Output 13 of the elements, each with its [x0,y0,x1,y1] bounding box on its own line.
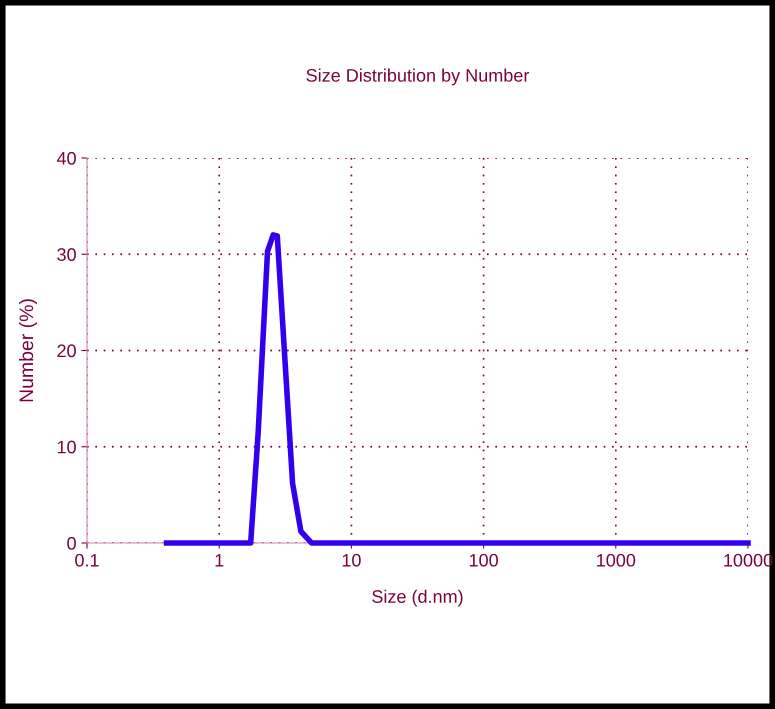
chart-title: Size Distribution by Number [306,68,530,86]
x-tick-label: 10 [342,554,361,567]
y-tick-label: 10 [58,440,76,454]
x-axis-title: Size (d.nm) [372,590,463,607]
y-tick-label: 30 [57,248,76,261]
x-tick-label: 1000 [597,554,636,567]
x-tick-label: 1 [216,554,224,566]
y-tick-label: 0 [67,536,76,550]
y-axis-title: Number (%) [18,299,38,402]
x-tick-label: 0.1 [75,554,99,567]
x-tick-label: 100 [470,554,498,567]
y-tick-label: 40 [56,152,76,165]
y-tick-label: 20 [57,344,76,358]
